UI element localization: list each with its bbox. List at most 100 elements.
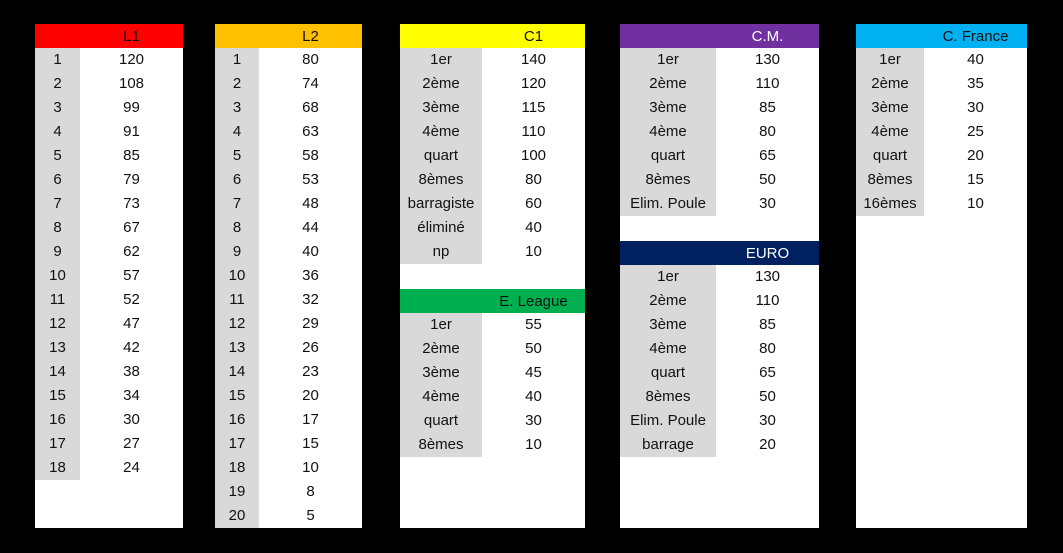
points-value: 50 bbox=[759, 388, 776, 405]
table-row: barrage 20 bbox=[620, 433, 819, 457]
rank-label: 4ème bbox=[620, 337, 716, 361]
table-row: 16èmes 10 bbox=[856, 192, 1027, 216]
rank-label: 11 bbox=[215, 288, 259, 312]
c1-header: C1 bbox=[400, 24, 585, 48]
table-row: 4ème 110 bbox=[400, 120, 585, 144]
rank-label: 1 bbox=[35, 48, 80, 72]
points-value: 108 bbox=[118, 75, 145, 92]
rank-label: 5 bbox=[215, 144, 259, 168]
points-value: 15 bbox=[967, 171, 984, 188]
table-row: 2ème 110 bbox=[620, 289, 819, 313]
points-value: 45 bbox=[525, 364, 542, 381]
table-row: 4ème 80 bbox=[620, 337, 819, 361]
points-value: 130 bbox=[754, 51, 781, 68]
points-value: 10 bbox=[525, 243, 542, 260]
table-row: Elim. Poule 30 bbox=[620, 409, 819, 433]
l1-header: L1 bbox=[35, 24, 183, 48]
points-value: 110 bbox=[755, 292, 780, 309]
rank-label: 17 bbox=[35, 432, 80, 456]
rank-label: 14 bbox=[35, 360, 80, 384]
table-row: Elim. Poule 30 bbox=[620, 192, 819, 216]
rank-label: 16 bbox=[215, 408, 259, 432]
rank-label: 1 bbox=[215, 48, 259, 72]
points-value: 91 bbox=[123, 123, 140, 140]
points-value: 80 bbox=[759, 340, 776, 357]
points-value: 52 bbox=[123, 291, 140, 308]
points-value: 55 bbox=[525, 316, 542, 333]
rank-label: 13 bbox=[35, 336, 80, 360]
table-row: 13 42 bbox=[35, 336, 183, 360]
rank-label: 7 bbox=[35, 192, 80, 216]
rank-label: 8èmes bbox=[400, 433, 482, 457]
points-value: 65 bbox=[759, 364, 776, 381]
table-row: 1er 130 bbox=[620, 48, 819, 72]
points-value: 38 bbox=[123, 363, 140, 380]
rank-label: 8 bbox=[35, 216, 80, 240]
table-row: 12 47 bbox=[35, 312, 183, 336]
rank-label: 3 bbox=[215, 96, 259, 120]
table-row: 4ème 40 bbox=[400, 385, 585, 409]
rank-label: Elim. Poule bbox=[620, 192, 716, 216]
table-row: 2ème 120 bbox=[400, 72, 585, 96]
points-value: 10 bbox=[302, 459, 319, 476]
table-row: 19 8 bbox=[215, 480, 362, 504]
rank-label: 4 bbox=[215, 120, 259, 144]
table-row: 6 53 bbox=[215, 168, 362, 192]
rank-label: 11 bbox=[35, 288, 80, 312]
table-row: barragiste 60 bbox=[400, 192, 585, 216]
points-value: 120 bbox=[520, 75, 547, 92]
euro-title: EURO bbox=[745, 245, 790, 262]
points-value: 48 bbox=[302, 195, 319, 212]
table-row: 17 15 bbox=[215, 432, 362, 456]
points-value: 32 bbox=[302, 291, 319, 308]
table-row: 1er 140 bbox=[400, 48, 585, 72]
points-value: 110 bbox=[521, 123, 546, 140]
el-header: E. League bbox=[400, 289, 585, 313]
table-row: 6 79 bbox=[35, 168, 183, 192]
points-value: 100 bbox=[520, 147, 547, 164]
points-value: 29 bbox=[302, 315, 319, 332]
rank-label: quart bbox=[856, 144, 924, 168]
rank-label: 4ème bbox=[856, 120, 924, 144]
points-value: 79 bbox=[123, 171, 140, 188]
points-value: 44 bbox=[302, 219, 319, 236]
rank-label: 3ème bbox=[620, 313, 716, 337]
points-value: 26 bbox=[302, 339, 319, 356]
points-value: 10 bbox=[525, 436, 542, 453]
table-row: 13 26 bbox=[215, 336, 362, 360]
table-row: éliminé 40 bbox=[400, 216, 585, 240]
table-row: 10 57 bbox=[35, 264, 183, 288]
table-row: 15 34 bbox=[35, 384, 183, 408]
c1-title: C1 bbox=[523, 28, 544, 45]
rank-label: quart bbox=[620, 144, 716, 168]
table-row: 10 36 bbox=[215, 264, 362, 288]
points-value: 47 bbox=[123, 315, 140, 332]
table-row: 1 120 bbox=[35, 48, 183, 72]
rank-label: 15 bbox=[35, 384, 80, 408]
rank-label: 19 bbox=[215, 480, 259, 504]
table-row: quart 30 bbox=[400, 409, 585, 433]
points-value: 30 bbox=[759, 195, 776, 212]
rank-label: 9 bbox=[215, 240, 259, 264]
l2-table: L2 1 80 2 74 3 68 4 63 5 58 6 53 7 48 8 44 9 40 10 36 11 32 12 2… bbox=[215, 24, 362, 528]
table-row: 7 48 bbox=[215, 192, 362, 216]
rank-label: 2ème bbox=[856, 72, 924, 96]
rank-label: 3ème bbox=[400, 96, 482, 120]
rank-label: 2 bbox=[215, 72, 259, 96]
points-value: 5 bbox=[306, 507, 315, 524]
points-value: 25 bbox=[967, 123, 984, 140]
rank-label: 8èmes bbox=[856, 168, 924, 192]
c-france-table: C. France 1er 40 2ème 35 3ème 30 4ème 25 quart 20 8… bbox=[856, 24, 1027, 216]
rank-label: np bbox=[400, 240, 482, 264]
points-value: 58 bbox=[302, 147, 319, 164]
rank-label: barrage bbox=[620, 433, 716, 457]
rank-label: quart bbox=[620, 361, 716, 385]
points-value: 20 bbox=[967, 147, 984, 164]
table-row: 14 23 bbox=[215, 360, 362, 384]
rank-label: Elim. Poule bbox=[620, 409, 716, 433]
points-value: 140 bbox=[520, 51, 547, 68]
cf-title: C. France bbox=[942, 28, 1009, 45]
table-row: 2ème 35 bbox=[856, 72, 1027, 96]
el-title: E. League bbox=[499, 293, 568, 310]
table-row: 3 99 bbox=[35, 96, 183, 120]
